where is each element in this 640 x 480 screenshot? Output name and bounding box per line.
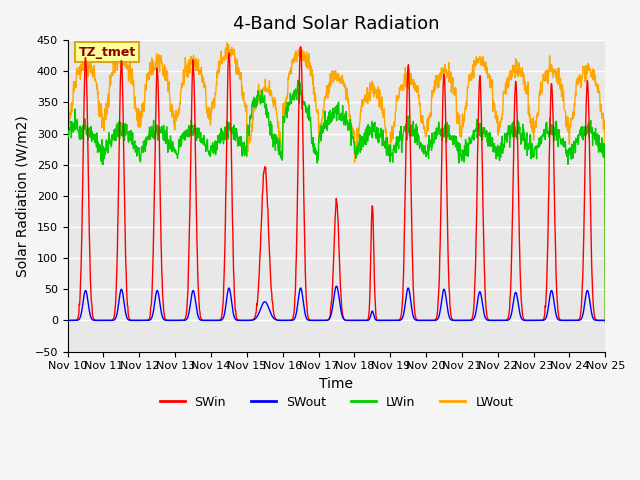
Legend: SWin, SWout, LWin, LWout: SWin, SWout, LWin, LWout	[155, 391, 518, 414]
X-axis label: Time: Time	[319, 377, 353, 391]
Y-axis label: Solar Radiation (W/m2): Solar Radiation (W/m2)	[15, 115, 29, 276]
Text: TZ_tmet: TZ_tmet	[79, 46, 136, 59]
Title: 4-Band Solar Radiation: 4-Band Solar Radiation	[233, 15, 440, 33]
